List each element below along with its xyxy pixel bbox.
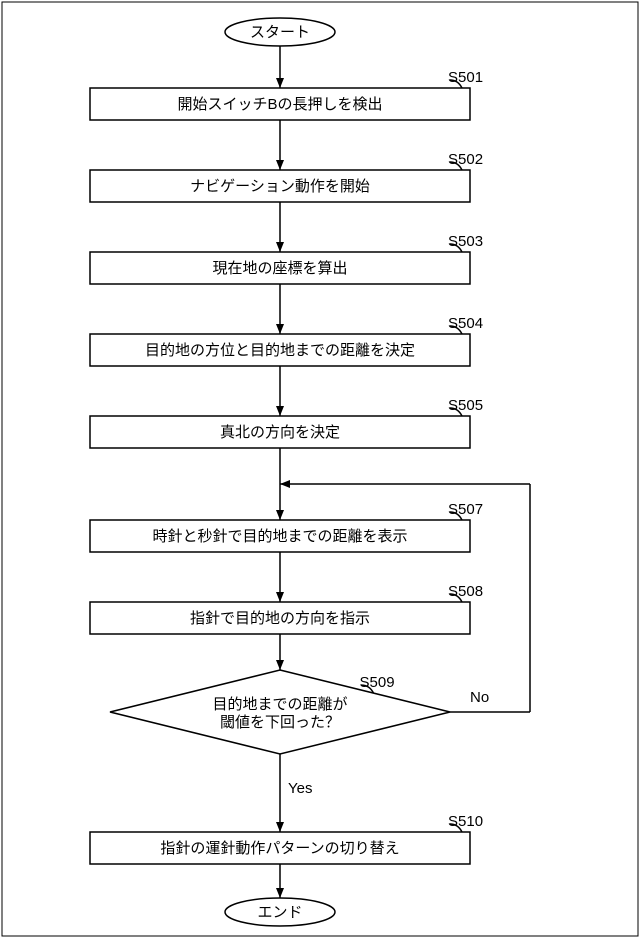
decision-S509-id: S509 [360,674,395,691]
process-S501-id: S501 [448,69,483,86]
process-S508-label: 指針で目的地の方向を指示 [190,610,370,627]
process-S505-id: S505 [448,397,483,414]
terminal-end-label: エンド [257,904,302,921]
edge-no-label: No [470,689,489,706]
process-S504-label: 目的地の方位と目的地までの距離を決定 [145,341,415,359]
process-S502-label: ナビゲーション動作を開始 [190,178,370,195]
page-border [2,2,638,936]
process-S503-label: 現在地の座標を算出 [212,259,347,277]
process-S507-id: S507 [448,501,483,518]
process-S502-id: S502 [448,151,483,168]
terminal-start-label: スタート [250,24,310,41]
process-S504-id: S504 [448,315,483,332]
process-S503-id: S503 [448,233,483,250]
edge-yes-label: Yes [288,780,312,797]
decision-S509-line1: 目的地までの距離が [212,695,347,713]
process-S507-label: 時針と秒針で目的地までの距離を表示 [152,527,407,545]
process-S508-id: S508 [448,583,483,600]
process-S505-label: 真北の方向を決定 [220,423,340,441]
decision-S509-line2: 閾値を下回った？ [220,714,340,731]
process-S501-label: 開始スイッチBの長押しを検出 [177,96,382,113]
process-S510-id: S510 [448,813,483,830]
process-S510-label: 指針の運針動作パターンの切り替え [160,840,399,857]
